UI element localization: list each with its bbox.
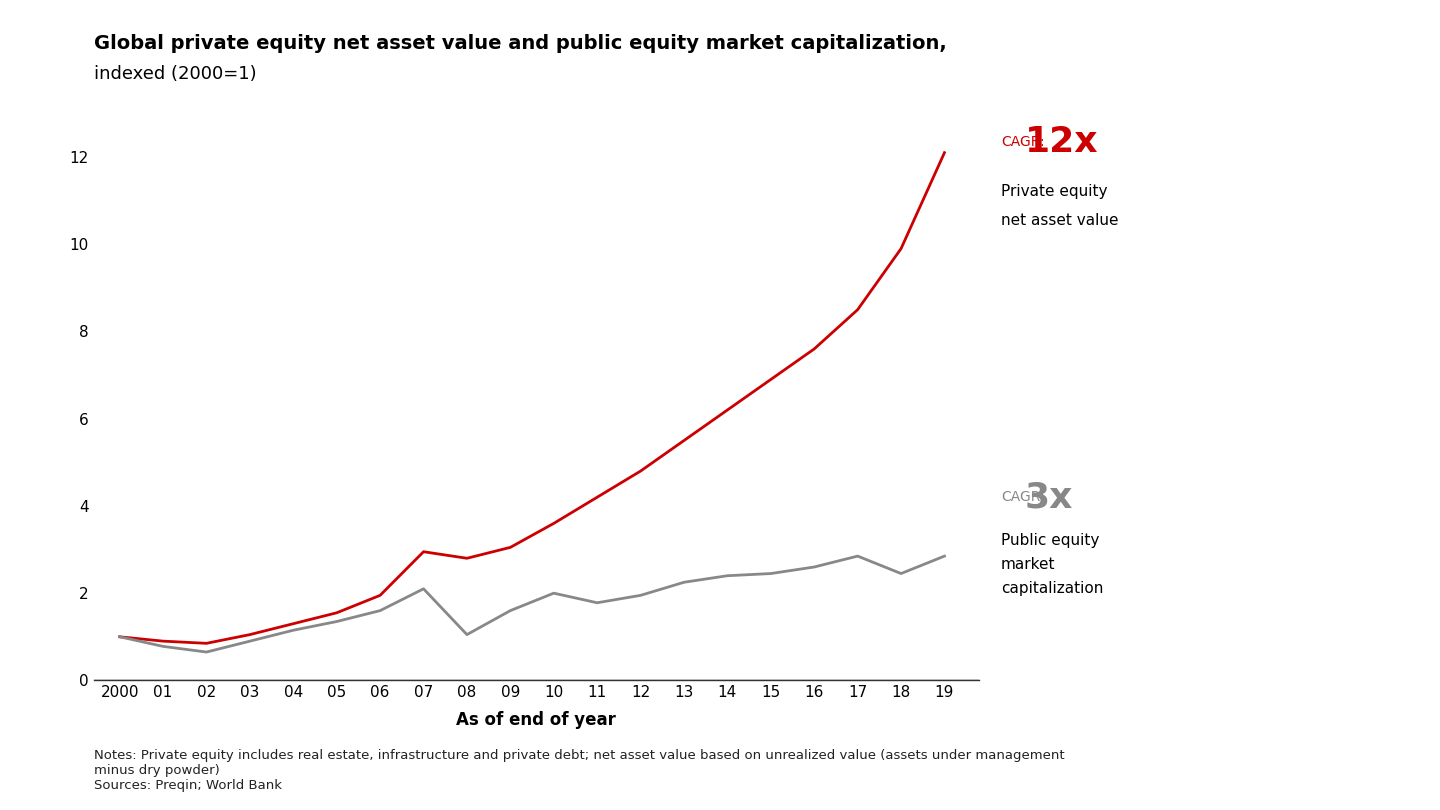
X-axis label: As of end of year: As of end of year bbox=[456, 711, 616, 729]
Text: Public equity: Public equity bbox=[1001, 533, 1099, 548]
Text: net asset value: net asset value bbox=[1001, 213, 1119, 228]
Text: indexed (2000=1): indexed (2000=1) bbox=[94, 66, 256, 83]
Text: CAGR:: CAGR: bbox=[1001, 490, 1044, 504]
Text: Sources: Preqin; World Bank: Sources: Preqin; World Bank bbox=[94, 779, 282, 792]
Text: CAGR:: CAGR: bbox=[1001, 134, 1044, 149]
Text: 12x: 12x bbox=[1025, 125, 1099, 159]
Text: Notes: Private equity includes real estate, infrastructure and private debt; net: Notes: Private equity includes real esta… bbox=[94, 749, 1064, 778]
Text: market: market bbox=[1001, 557, 1056, 573]
Text: Global private equity net asset value and public equity market capitalization,: Global private equity net asset value an… bbox=[94, 34, 946, 53]
Text: capitalization: capitalization bbox=[1001, 582, 1103, 596]
Text: 3x: 3x bbox=[1025, 480, 1073, 514]
Text: Private equity: Private equity bbox=[1001, 185, 1107, 199]
